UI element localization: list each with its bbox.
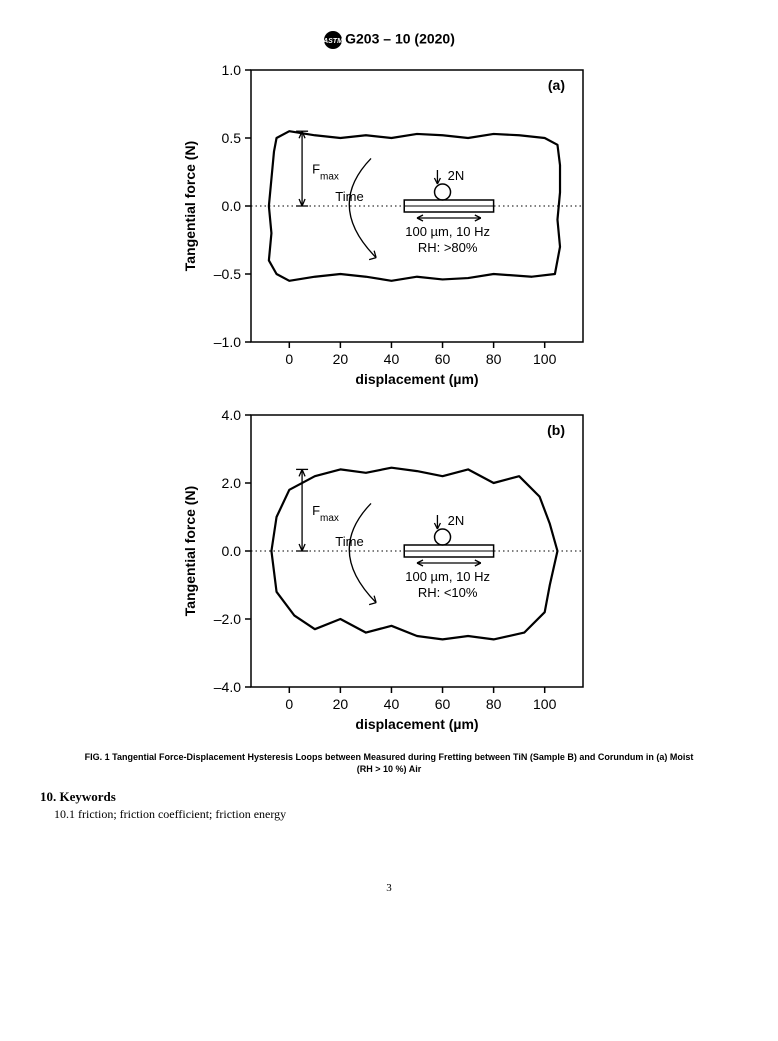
svg-text:0: 0 [285, 696, 293, 712]
keywords-heading: 10. Keywords [40, 789, 738, 805]
svg-text:(b): (b) [547, 422, 565, 438]
svg-text:60: 60 [435, 351, 451, 367]
svg-text:Tangential force (N): Tangential force (N) [182, 486, 198, 616]
svg-text:100: 100 [533, 351, 557, 367]
svg-text:80: 80 [486, 351, 502, 367]
astm-logo-icon: ASTM [323, 30, 343, 50]
svg-text:displacement (µm): displacement (µm) [355, 371, 478, 387]
svg-text:2N: 2N [448, 168, 465, 183]
svg-text:100 µm, 10 Hz: 100 µm, 10 Hz [405, 569, 490, 584]
svg-text:40: 40 [384, 351, 400, 367]
figure-caption: FIG. 1 Tangential Force-Displacement Hys… [80, 752, 698, 775]
svg-text:4.0: 4.0 [222, 407, 242, 423]
svg-text:0.0: 0.0 [222, 198, 242, 214]
svg-text:1.0: 1.0 [222, 62, 242, 78]
svg-text:RH: >80%: RH: >80% [418, 240, 478, 255]
chart-a: 020406080100–1.0–0.50.00.51.0(a)FmaxTime… [179, 56, 599, 401]
svg-text:0.0: 0.0 [222, 543, 242, 559]
keywords-body: 10.1 friction; friction coefficient; fri… [54, 807, 738, 822]
svg-text:(a): (a) [548, 77, 565, 93]
svg-text:20: 20 [333, 696, 349, 712]
svg-text:–1.0: –1.0 [214, 334, 241, 350]
svg-text:60: 60 [435, 696, 451, 712]
svg-text:–0.5: –0.5 [214, 266, 241, 282]
page-number: 3 [40, 882, 738, 894]
svg-text:–4.0: –4.0 [214, 679, 241, 695]
svg-text:100: 100 [533, 696, 557, 712]
svg-text:80: 80 [486, 696, 502, 712]
svg-text:–2.0: –2.0 [214, 611, 241, 627]
svg-text:ASTM: ASTM [323, 38, 343, 45]
svg-text:2N: 2N [448, 513, 465, 528]
svg-text:2.0: 2.0 [222, 475, 242, 491]
svg-text:Tangential force (N): Tangential force (N) [182, 141, 198, 271]
chart-b: 020406080100–4.0–2.00.02.04.0(b)FmaxTime… [179, 401, 599, 746]
header-standard: ASTM G203 – 10 (2020) [40, 30, 738, 50]
svg-text:RH: <10%: RH: <10% [418, 585, 478, 600]
svg-text:0.5: 0.5 [222, 130, 242, 146]
svg-text:0: 0 [285, 351, 293, 367]
svg-text:40: 40 [384, 696, 400, 712]
svg-text:displacement (µm): displacement (µm) [355, 716, 478, 732]
standard-number: G203 – 10 (2020) [345, 31, 455, 47]
svg-text:100 µm, 10 Hz: 100 µm, 10 Hz [405, 224, 490, 239]
svg-text:20: 20 [333, 351, 349, 367]
